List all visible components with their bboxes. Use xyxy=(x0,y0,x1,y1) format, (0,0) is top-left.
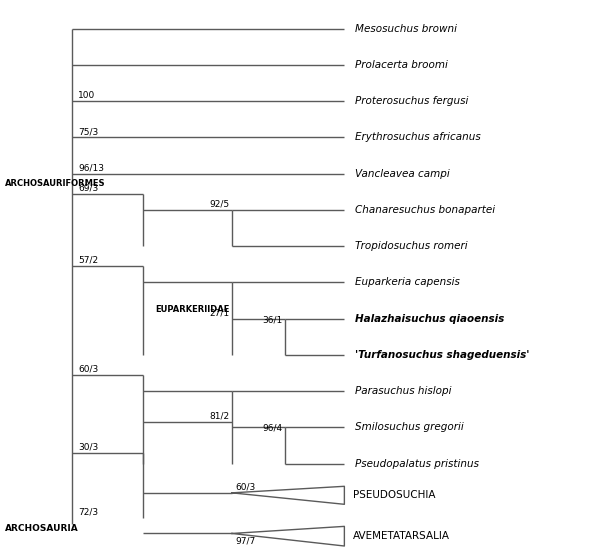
Text: Halazhaisuchus qiaoensis: Halazhaisuchus qiaoensis xyxy=(355,314,504,324)
Text: Tropidosuchus romeri: Tropidosuchus romeri xyxy=(355,241,467,251)
Text: Smilosuchus gregorii: Smilosuchus gregorii xyxy=(355,423,464,433)
Text: Pseudopalatus pristinus: Pseudopalatus pristinus xyxy=(355,459,479,469)
Text: Erythrosuchus africanus: Erythrosuchus africanus xyxy=(355,132,481,142)
Text: 27/1: 27/1 xyxy=(209,309,229,317)
Text: PSEUDOSUCHIA: PSEUDOSUCHIA xyxy=(353,490,436,500)
Text: 30/3: 30/3 xyxy=(78,443,98,452)
Text: AVEMETATARSALIA: AVEMETATARSALIA xyxy=(353,531,450,541)
Text: Parasuchus hislopi: Parasuchus hislopi xyxy=(355,386,452,396)
Text: 60/3: 60/3 xyxy=(78,365,98,374)
Text: Mesosuchus browni: Mesosuchus browni xyxy=(355,24,457,34)
Text: 69/3: 69/3 xyxy=(78,183,98,192)
Text: 57/2: 57/2 xyxy=(78,256,98,265)
Text: ARCHOSAURIA: ARCHOSAURIA xyxy=(5,524,79,532)
Text: 92/5: 92/5 xyxy=(209,200,229,209)
Text: Vancleavea campi: Vancleavea campi xyxy=(355,169,450,179)
Text: Euparkeria capensis: Euparkeria capensis xyxy=(355,278,460,288)
Text: 75/3: 75/3 xyxy=(78,127,98,136)
Text: 96/4: 96/4 xyxy=(262,424,282,433)
Text: ARCHOSAURIFORMES: ARCHOSAURIFORMES xyxy=(5,179,105,188)
Text: Prolacerta broomi: Prolacerta broomi xyxy=(355,60,448,70)
Text: EUPARKERIIDAE: EUPARKERIIDAE xyxy=(155,305,229,314)
Text: Chanaresuchus bonapartei: Chanaresuchus bonapartei xyxy=(355,205,495,215)
Text: 100: 100 xyxy=(78,91,95,100)
Text: 'Turfanosuchus shageduensis': 'Turfanosuchus shageduensis' xyxy=(355,350,529,360)
Text: 81/2: 81/2 xyxy=(209,412,229,421)
Text: 36/1: 36/1 xyxy=(262,315,282,324)
Text: 97/7: 97/7 xyxy=(235,536,255,545)
Text: 60/3: 60/3 xyxy=(235,483,255,492)
Text: 96/13: 96/13 xyxy=(78,163,104,173)
Text: 72/3: 72/3 xyxy=(78,508,98,517)
Text: Proterosuchus fergusi: Proterosuchus fergusi xyxy=(355,96,469,106)
